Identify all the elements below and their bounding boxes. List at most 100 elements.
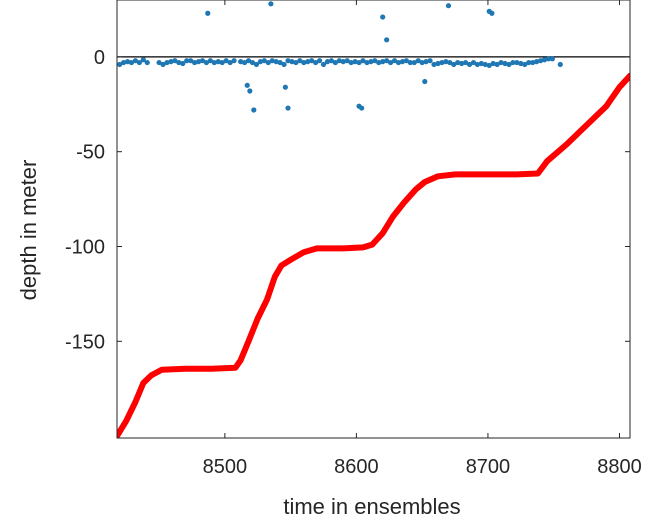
scatter-point	[207, 58, 213, 64]
scatter-point	[530, 59, 536, 66]
scatter-point	[140, 57, 146, 63]
plot-area	[117, 0, 630, 438]
scatter-point	[478, 60, 484, 67]
scatter-point	[188, 58, 194, 64]
scatter-point	[502, 60, 508, 67]
scatter-points	[117, 1, 563, 113]
scatter-point	[466, 61, 473, 68]
scatter-point	[376, 59, 382, 66]
scatter-point	[419, 59, 425, 66]
scatter-point	[534, 59, 540, 65]
scatter-point	[253, 61, 260, 68]
scatter-point	[537, 58, 544, 64]
scatter-point	[360, 58, 366, 64]
scatter-point	[203, 59, 210, 66]
plot-background	[117, 0, 630, 438]
scatter-point	[470, 59, 477, 66]
x-tick-label: 8600	[334, 456, 379, 478]
scatter-point	[431, 61, 437, 68]
scatter-point	[462, 59, 469, 66]
scatter-point	[506, 61, 512, 68]
scatter-point	[510, 59, 516, 66]
scatter-point	[156, 59, 162, 66]
scatter-point	[273, 59, 279, 65]
scatter-point	[411, 59, 417, 66]
scatter-point	[297, 58, 303, 64]
scatter-point	[180, 60, 186, 67]
scatter-point	[282, 84, 288, 90]
scatter-point	[324, 59, 331, 65]
scatter-point	[257, 59, 263, 65]
scatter-point	[124, 59, 131, 65]
scatter-point	[445, 3, 452, 9]
scatter-point	[164, 59, 170, 66]
scatter-point	[249, 59, 256, 66]
scatter-point	[356, 59, 362, 66]
scatter-point	[545, 56, 552, 62]
axes-frame	[116, 0, 631, 439]
tick-marks	[117, 0, 630, 438]
scatter-point	[251, 107, 257, 113]
y-axis-label: depth in meter	[16, 160, 41, 301]
scatter-point	[384, 37, 390, 43]
scatter-point	[336, 58, 342, 64]
scatter-point	[132, 58, 139, 64]
scatter-point	[168, 59, 174, 65]
scatter-point	[328, 58, 335, 64]
scatter-point	[459, 60, 465, 67]
scatter-point	[160, 61, 166, 68]
scatter-point	[435, 60, 441, 67]
x-axis-label: time in ensembles	[283, 494, 460, 519]
scatter-point	[265, 59, 271, 66]
scatter-point	[316, 58, 323, 64]
scatter-point	[348, 59, 354, 66]
scatter-point	[117, 61, 123, 68]
x-tick-label: 8700	[466, 456, 511, 478]
scatter-point	[211, 59, 217, 66]
scatter-point	[455, 59, 461, 66]
y-tick-label: -50	[76, 142, 105, 164]
scatter-point	[368, 59, 374, 65]
scatter-point	[227, 59, 233, 66]
axes-frame-group	[116, 0, 631, 439]
scatter-point	[364, 59, 370, 66]
scatter-point	[344, 58, 350, 64]
scatter-point	[541, 57, 548, 63]
x-tick-label: 8500	[203, 456, 248, 478]
scatter-point	[205, 10, 211, 16]
scatter-point	[277, 59, 283, 66]
y-tick-label: 0	[94, 47, 105, 69]
scatter-point	[245, 58, 252, 64]
scatter-point	[474, 61, 481, 68]
scatter-point	[380, 14, 386, 20]
scatter-point	[403, 58, 409, 64]
scatter-point	[238, 59, 244, 65]
scatter-point	[176, 59, 182, 66]
scatter-point	[268, 1, 274, 7]
scatter-point	[293, 59, 299, 66]
scatter-point	[380, 59, 386, 65]
scatter-point	[518, 60, 524, 67]
scatter-point	[301, 59, 307, 66]
scatter-point	[498, 59, 504, 66]
scatter-point	[388, 59, 394, 66]
scatter-point	[195, 59, 202, 65]
scatter-point	[557, 61, 563, 68]
depth-trace-group	[117, 72, 630, 438]
scatter-point	[443, 59, 449, 65]
y-tick-label: -100	[65, 236, 105, 258]
scatter-point	[269, 58, 275, 64]
scatter-point	[486, 62, 492, 69]
scatter-point	[144, 59, 150, 66]
scatter-point	[415, 58, 421, 64]
scatter-point	[120, 59, 127, 66]
scatter-point	[199, 58, 206, 64]
scatter-point	[289, 59, 295, 65]
scatter-point	[244, 82, 250, 88]
scatter-point	[285, 105, 291, 111]
scatter-point	[399, 59, 406, 65]
scatter-point	[490, 60, 496, 67]
scatter-point	[439, 59, 445, 66]
scatter-point	[352, 59, 358, 65]
